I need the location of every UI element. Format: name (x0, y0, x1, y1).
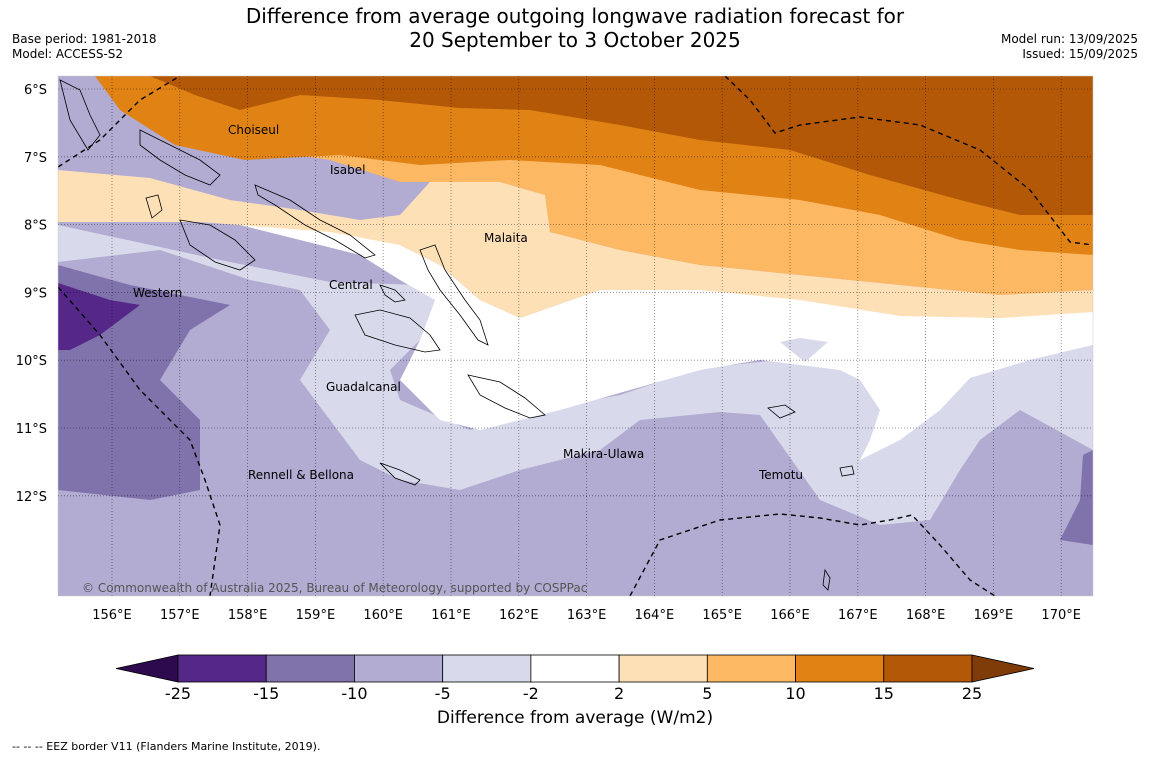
colorbar-tick-label: 2 (614, 684, 625, 703)
lon-label: 164°E (635, 608, 675, 623)
band-dip-white (780, 338, 828, 362)
colorbar-segment (530, 654, 620, 683)
colorbar (115, 654, 1035, 683)
lat-label: 6°S (24, 83, 47, 98)
lon-label: 157°E (160, 608, 200, 623)
lon-label: 165°E (702, 608, 742, 623)
lat-label: 10°S (16, 354, 47, 369)
base-info: Base period: 1981-2018 Model: ACCESS-S2 (12, 32, 157, 62)
colorbar-label: Difference from average (W/m2) (436, 708, 714, 728)
band-neg15-neg10-east (1060, 450, 1093, 545)
title-line-1: Difference from average outgoing longwav… (245, 4, 905, 28)
lon-label: 163°E (567, 608, 607, 623)
colorbar-segment (265, 654, 355, 683)
run-info: Model run: 13/09/2025 Issued: 15/09/2025 (1001, 32, 1138, 62)
lon-label: 167°E (838, 608, 878, 623)
eez-borders (58, 76, 1093, 596)
anomaly-fill (58, 76, 1093, 596)
lon-label: 158°E (228, 608, 268, 623)
lat-label: 7°S (24, 151, 47, 166)
colorbar-tick-label: 10 (785, 684, 806, 703)
label-malaita: Malaita (484, 231, 528, 245)
latitude-labels: 6°S 7°S 8°S 9°S 10°S 11°S 12°S (16, 83, 47, 505)
colorbar-segment (883, 654, 973, 683)
colorbar-tick-label: -2 (522, 684, 539, 703)
label-isabel: Isabel (330, 163, 365, 177)
label-choiseul: Choiseul (228, 123, 279, 137)
label-temotu: Temotu (758, 468, 803, 482)
lon-label: 161°E (431, 608, 471, 623)
colorbar-segment (442, 654, 532, 683)
map-title: Difference from average outgoing longwav… (0, 4, 1150, 52)
lat-label: 11°S (16, 422, 47, 437)
colorbar-segment (795, 654, 885, 683)
lon-label: 170°E (1041, 608, 1081, 623)
band-pos15-pos25 (150, 76, 1093, 215)
colorbar-tick-label: 15 (873, 684, 894, 703)
lon-label: 169°E (974, 608, 1014, 623)
lat-label: 9°S (24, 286, 47, 301)
title-line-2: 20 September to 3 October 2025 (409, 28, 741, 52)
colorbar-tick-label: 5 (702, 684, 713, 703)
label-central: Central (329, 278, 373, 292)
model-run: Model run: 13/09/2025 (1000, 32, 1138, 46)
colorbar-extend-high (971, 654, 1035, 683)
lon-label: 156°E (92, 608, 132, 623)
eez-legend: -- -- -- EEZ border V11 (Flanders Marine… (12, 740, 321, 753)
longitude-labels: 156°E 157°E 158°E 159°E 160°E 161°E 162°E 163°E… (92, 608, 1081, 623)
lon-label: 162°E (499, 608, 539, 623)
colorbar-segment (354, 654, 444, 683)
label-guadalcanal: Guadalcanal (326, 380, 401, 394)
label-rennell-bellona: Rennell & Bellona (248, 468, 354, 482)
lon-label: 166°E (770, 608, 810, 623)
colorbar-segment (177, 654, 267, 683)
band-neg25-neg15 (58, 283, 140, 350)
lat-label: 8°S (24, 219, 47, 234)
colorbar-extend-low (115, 654, 179, 683)
base-period: Base period: 1981-2018 (12, 32, 157, 46)
colorbar-tick-label: -5 (434, 684, 451, 703)
province-labels: Choiseul Isabel Malaita Western Central … (133, 123, 803, 482)
lon-label: 168°E (906, 608, 946, 623)
colorbar-tick-label: -15 (253, 684, 280, 703)
lat-label: 12°S (16, 490, 47, 505)
colorbar-segment (618, 654, 708, 683)
map-frame (57, 75, 1094, 597)
model-name: Model: ACCESS-S2 (12, 47, 124, 61)
band-neg2-pos2 (58, 195, 1093, 460)
colorbar-tick-label: -25 (164, 684, 192, 703)
lon-label: 159°E (296, 608, 336, 623)
lon-label: 160°E (363, 608, 403, 623)
issued-date: Issued: 15/09/2025 (1022, 47, 1138, 61)
copyright-notice: © Commonwealth of Australia 2025, Bureau… (82, 581, 587, 595)
colorbar-segment (706, 654, 796, 683)
colorbar-tick-label: 25 (961, 684, 983, 703)
colorbar-ticks: -25 -15 -10 -5 -2 2 5 10 15 25 (0, 684, 1150, 704)
label-western: Western (133, 286, 182, 300)
label-makira-ulawa: Makira-Ulawa (563, 447, 644, 461)
band-pos2-pos5 (58, 170, 1093, 318)
band-neg5-neg2 (58, 225, 1093, 525)
colorbar-tick-label: -10 (341, 684, 368, 703)
